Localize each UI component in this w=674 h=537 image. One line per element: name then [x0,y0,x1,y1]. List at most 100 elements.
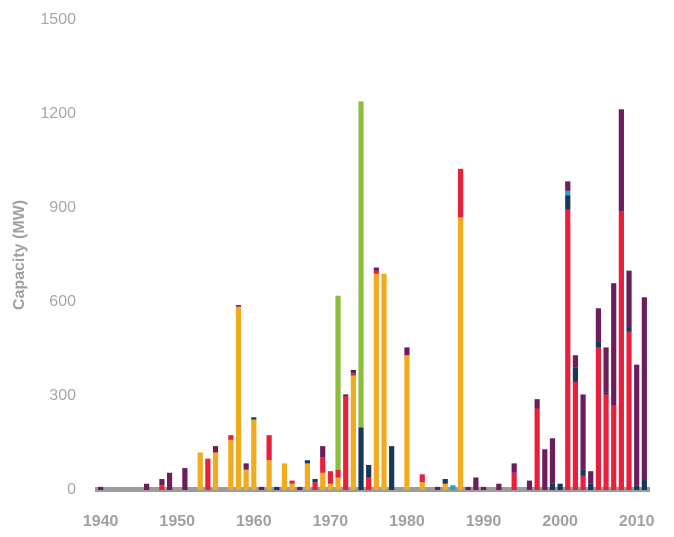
bar-segment [373,267,379,271]
bar-segment [320,472,326,490]
bar-segment [473,477,479,490]
bar-segment [159,485,165,490]
bar-segment [534,408,540,490]
bar-segment [258,486,265,490]
bar-segment [404,347,410,356]
bar-segment [243,469,249,490]
bar-segment [580,469,586,476]
bar-segment [549,438,556,484]
bar-segment [144,483,150,490]
bar-segment [618,109,624,212]
bar-segment [373,273,379,490]
bar-segment [565,209,571,491]
bar-segment [549,483,556,490]
bar-segment [603,392,609,395]
bar-segment [580,394,586,470]
bar-segment [197,452,203,490]
bar-segment [235,305,242,307]
bar-segment [419,474,425,483]
bar-segment [611,405,617,490]
y-tick-label: 1200 [40,105,76,122]
bar-segment [335,477,341,490]
bar-segment [626,327,632,332]
bar-segment [274,486,280,490]
bar-segment [634,364,640,486]
x-tick-label: 1960 [236,513,272,530]
bar-segment [381,273,387,490]
bar-segment [350,372,356,376]
bar-segment [281,463,288,490]
bar-segment [182,468,188,490]
bar-segment [450,485,456,490]
y-tick-label: 300 [49,387,76,404]
bar-segment [611,283,617,406]
bar-segment [626,270,632,328]
x-tick-label: 2000 [542,513,578,530]
bar-segment [511,463,517,473]
bar-segment [526,480,533,490]
bar-segment [572,381,579,490]
bar-segment [641,297,647,480]
bar-segment [641,479,647,490]
bar-segment [542,449,548,490]
bar-segment [366,477,372,490]
bar-segment [572,355,579,368]
bar-segment [304,463,311,490]
bar-segment [266,435,272,461]
bar-segment [235,306,242,490]
bar-segment [511,472,517,490]
baseline [95,487,650,492]
bar-segment [618,211,624,490]
bar-segment [373,270,379,274]
bar-segment [228,435,234,440]
x-tick-label: 1970 [313,513,349,530]
bar-segment [358,101,364,428]
bar-segment [565,195,571,210]
bar-segment [557,483,563,490]
x-tick-label: 1980 [389,513,425,530]
bar-segment [343,396,349,490]
bar-segment [159,479,165,486]
bar-segment [212,446,219,453]
bar-segment [98,486,104,490]
bar-segment [166,472,173,490]
bar-segment [404,355,410,490]
bar-segment [565,190,571,196]
bar-segment [565,181,571,191]
bar-segment [603,394,609,490]
bar-segment [350,369,356,373]
bar-segment [335,295,341,470]
bar-segment [243,463,249,470]
bar-segment [457,217,464,490]
bar-segment [228,439,234,490]
bar-segment [251,419,257,490]
bar-segment [312,479,318,483]
bar-segment [350,375,356,490]
bar-segment [595,347,601,490]
y-tick-label: 900 [49,199,76,216]
bar-segment [595,341,601,348]
bar-segment [534,399,540,409]
bar-segment [457,168,464,218]
x-tick-label: 2010 [619,513,655,530]
bar-segment [335,469,341,478]
bar-segment [588,483,594,490]
bar-segment [327,483,333,490]
bar-segment [626,331,632,490]
bar-segment [289,480,295,484]
bar-segment [480,486,487,490]
bar-segment [496,483,502,490]
bar-segment [595,308,601,342]
bar-segment [304,460,311,464]
bar-segment [358,427,364,490]
x-tick-label: 1990 [466,513,502,530]
bar-segment [442,483,448,490]
bar-segment [266,460,272,490]
x-tick-label: 1950 [159,513,195,530]
y-axis-label: Capacity (MW) [11,200,28,310]
bar-segment [419,482,425,490]
bar-segment [465,486,471,490]
bar-segment [251,417,257,420]
bar-segment [389,446,395,490]
bar-segment [580,475,586,490]
